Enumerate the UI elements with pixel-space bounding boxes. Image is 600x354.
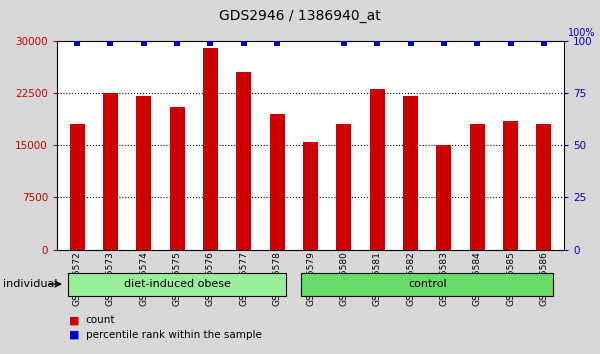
Bar <box>370 90 385 250</box>
Point <box>172 40 182 46</box>
Point <box>206 40 215 46</box>
Text: individual: individual <box>3 279 58 289</box>
Text: 100%: 100% <box>568 28 596 38</box>
Text: ■: ■ <box>69 330 79 339</box>
Text: ■: ■ <box>69 315 79 325</box>
Text: control: control <box>408 279 446 289</box>
Bar <box>403 96 418 250</box>
Bar <box>103 93 118 250</box>
Text: GDS2946 / 1386940_at: GDS2946 / 1386940_at <box>219 9 381 23</box>
Text: count: count <box>86 315 115 325</box>
Bar <box>536 124 551 250</box>
Text: diet-induced obese: diet-induced obese <box>124 279 230 289</box>
Bar <box>136 96 151 250</box>
Point <box>406 40 415 46</box>
Point <box>72 40 82 46</box>
Point <box>539 40 549 46</box>
Point <box>373 40 382 46</box>
Point <box>272 40 282 46</box>
Point <box>339 40 349 46</box>
Text: percentile rank within the sample: percentile rank within the sample <box>86 330 262 339</box>
Bar <box>470 124 485 250</box>
Bar <box>170 107 185 250</box>
Point <box>506 40 515 46</box>
Bar <box>269 114 284 250</box>
Bar <box>436 145 451 250</box>
Bar <box>236 72 251 250</box>
Bar <box>303 142 318 250</box>
Bar <box>203 48 218 250</box>
Bar <box>337 124 352 250</box>
Bar <box>70 124 85 250</box>
Point <box>239 40 248 46</box>
Point <box>139 40 149 46</box>
Bar <box>503 121 518 250</box>
Point <box>106 40 115 46</box>
Point <box>472 40 482 46</box>
Point <box>439 40 449 46</box>
